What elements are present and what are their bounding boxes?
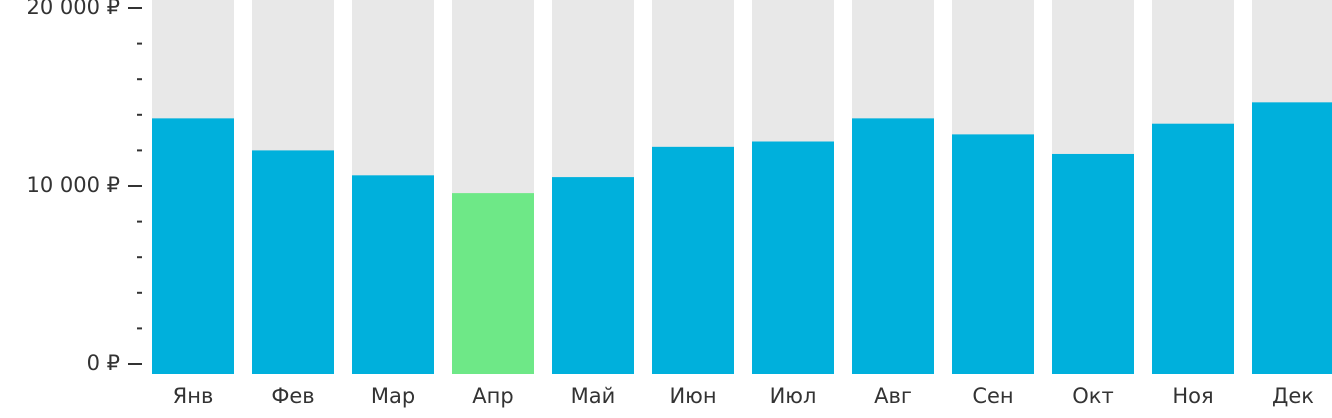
bar xyxy=(452,193,534,374)
bar xyxy=(1252,102,1332,374)
x-tick-label: Мар xyxy=(371,384,415,408)
bar xyxy=(1052,153,1134,374)
x-tick-label: Май xyxy=(571,384,616,408)
bar xyxy=(1152,123,1234,374)
bar xyxy=(952,134,1034,374)
x-tick-label: Янв xyxy=(173,384,214,408)
x-tick-label: Июл xyxy=(770,384,817,408)
x-tick-label: Ноя xyxy=(1172,384,1213,408)
x-tick-label: Апр xyxy=(472,384,513,408)
y-tick-label: 0 ₽ xyxy=(87,351,120,375)
x-tick-label: Июн xyxy=(669,384,716,408)
y-tick-label: 20 000 ₽ xyxy=(26,0,120,19)
y-tick-label: 10 000 ₽ xyxy=(26,173,120,197)
x-tick-label: Авг xyxy=(874,384,912,408)
bar xyxy=(652,146,734,374)
bar xyxy=(252,150,334,374)
x-tick-label: Дек xyxy=(1272,384,1314,408)
x-tick-label: Фев xyxy=(271,384,314,408)
bar xyxy=(352,175,434,374)
bar xyxy=(152,118,234,374)
x-tick-label: Сен xyxy=(972,384,1013,408)
x-tick-label: Окт xyxy=(1072,384,1113,408)
bar xyxy=(852,118,934,374)
bar xyxy=(752,141,834,374)
bar xyxy=(552,177,634,374)
